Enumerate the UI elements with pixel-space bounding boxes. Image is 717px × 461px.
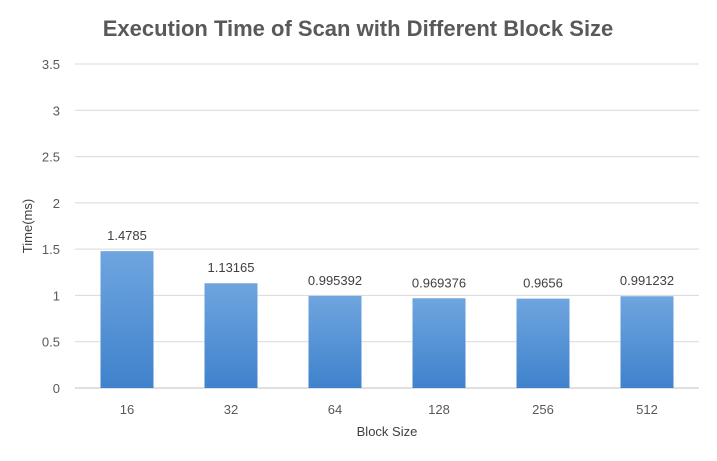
bars: [100, 251, 674, 388]
bar-256: [516, 298, 570, 388]
y-tick-label: 2.5: [42, 150, 60, 165]
y-tick-label: 3: [53, 103, 60, 118]
bar-512: [620, 296, 674, 388]
x-axis-title: Block Size: [357, 424, 418, 439]
bar-128: [412, 298, 466, 388]
y-tick-label: 2: [53, 196, 60, 211]
bar-16: [100, 251, 154, 388]
x-tick-label-32: 32: [224, 402, 238, 417]
y-axis-title: Time(ms): [20, 199, 35, 253]
bar-64: [308, 295, 362, 388]
bar-32: [204, 283, 258, 388]
data-label-256: 0.9656: [523, 276, 563, 291]
data-label-16: 1.4785: [107, 228, 147, 243]
x-tick-label-256: 256: [532, 402, 554, 417]
x-axis-ticks: 16 32 64 128 256 512: [120, 402, 658, 417]
y-tick-label: 3.5: [42, 57, 60, 72]
data-label-512: 0.991232: [620, 273, 674, 288]
y-tick-label: 1: [53, 288, 60, 303]
data-label-32: 1.13165: [208, 260, 255, 275]
data-labels: 1.4785 1.13165 0.995392 0.969376 0.9656 0.991…: [107, 228, 674, 290]
gridlines: [75, 63, 699, 389]
x-tick-label-64: 64: [328, 402, 342, 417]
y-axis-ticks: 0 0.5 1 1.5 2 2.5 3 3.5: [42, 57, 60, 396]
y-tick-label: 1.5: [42, 242, 60, 257]
x-tick-label-16: 16: [120, 402, 134, 417]
chart-title: Execution Time of Scan with Different Bl…: [103, 16, 614, 41]
y-tick-label: 0: [53, 381, 60, 396]
y-tick-label: 0.5: [42, 335, 60, 350]
x-tick-label-128: 128: [428, 402, 450, 417]
data-label-128: 0.969376: [412, 275, 466, 290]
data-label-64: 0.995392: [308, 273, 362, 288]
x-tick-label-512: 512: [636, 402, 658, 417]
